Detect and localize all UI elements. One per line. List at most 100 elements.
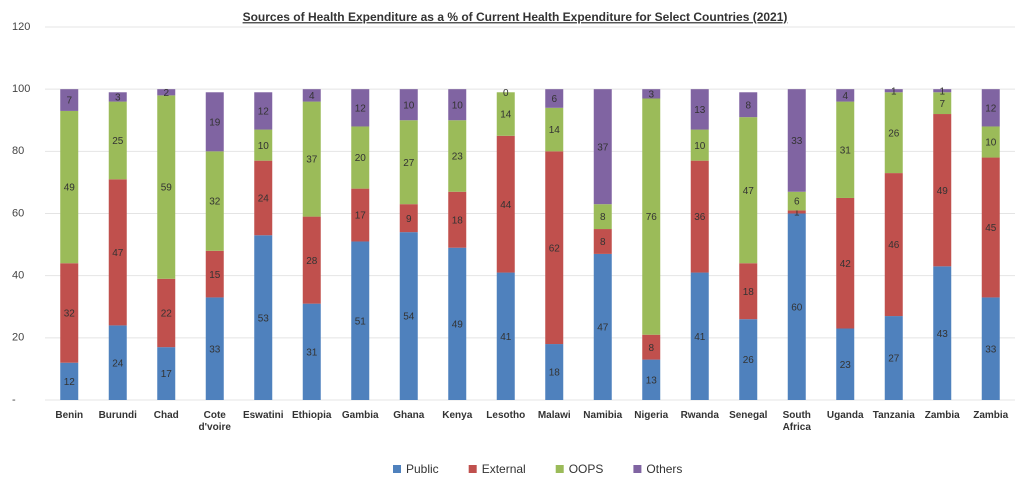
data-label: 76: [646, 212, 658, 223]
data-label: 26: [743, 355, 755, 366]
bar-segment: [496, 92, 515, 136]
bar-segment: [593, 253, 612, 400]
legend-label: Public: [406, 462, 439, 476]
data-label: 7: [66, 96, 72, 107]
bar-segment: [739, 92, 758, 118]
bar-segment: [157, 95, 176, 279]
bar-segment: [351, 241, 370, 400]
x-tick-label: Chad: [153, 410, 179, 421]
bar-segment: [981, 89, 1000, 127]
data-label: 28: [306, 256, 318, 267]
data-label: 6: [794, 197, 800, 208]
bar-segment: [448, 247, 467, 400]
data-label: 37: [306, 155, 318, 166]
data-label: 13: [646, 375, 658, 386]
bar-segment: [545, 344, 564, 400]
bar-segment: [690, 129, 709, 161]
data-label: 27: [403, 158, 415, 169]
bar-segment: [642, 334, 661, 360]
bar-segment: [545, 151, 564, 345]
data-label: 44: [500, 200, 512, 211]
x-tick-label: Nigeria: [634, 410, 669, 421]
data-label: 2: [163, 88, 169, 99]
bar-segment: [448, 191, 467, 248]
x-tick-label: Malawi: [537, 410, 571, 421]
x-tick-label: Burundi: [98, 410, 137, 421]
x-tick-label: Zambia: [924, 410, 960, 421]
bar-segment: [933, 92, 952, 115]
data-label: 23: [840, 360, 852, 371]
data-label: 6: [551, 94, 557, 105]
data-label: 13: [694, 105, 706, 116]
bar-segment: [60, 110, 79, 264]
data-label: 3: [648, 89, 654, 100]
bar-segment: [254, 92, 273, 130]
x-tick-label: Namibia: [583, 410, 623, 421]
bar-segment: [836, 89, 855, 102]
data-label: 1: [794, 208, 800, 219]
data-label: 12: [258, 107, 270, 118]
bar-segment: [351, 89, 370, 127]
bar-segment: [690, 89, 709, 130]
y-tick-label: -: [12, 394, 16, 406]
bar-segment: [302, 89, 321, 102]
bar-segment: [981, 126, 1000, 158]
data-label: 15: [209, 270, 221, 281]
x-tick-label: Kenya: [442, 410, 473, 421]
legend-swatch: [393, 465, 401, 473]
legend-label: Others: [646, 462, 682, 476]
data-label: 54: [403, 312, 415, 323]
data-label: 31: [840, 145, 852, 156]
bar-segment: [448, 89, 467, 121]
bar-segment: [593, 229, 612, 254]
x-tick-label: Senegal: [729, 410, 768, 421]
x-tick-label: Benin: [55, 410, 84, 421]
bar-segment: [399, 89, 418, 121]
data-label: 59: [161, 183, 173, 194]
data-label: 43: [937, 329, 949, 340]
bar-segment: [787, 210, 806, 214]
bar-segment: [933, 266, 952, 400]
bar-segment: [205, 297, 224, 400]
data-label: 49: [64, 183, 76, 194]
data-label: 1: [891, 86, 897, 97]
bar-segment: [836, 197, 855, 329]
y-tick-label: 100: [12, 83, 30, 95]
bar-segment: [254, 235, 273, 400]
data-label: 23: [452, 152, 464, 163]
data-label: 51: [355, 316, 367, 327]
data-label: 8: [600, 212, 606, 223]
data-label: 8: [600, 237, 606, 248]
legend-label: OOPS: [569, 462, 604, 476]
bar-segment: [981, 297, 1000, 400]
bar-segment: [836, 328, 855, 400]
data-label: 37: [597, 142, 609, 153]
data-label: 49: [452, 319, 464, 330]
data-label: 24: [112, 358, 124, 369]
data-label: 60: [791, 302, 803, 313]
data-label: 62: [549, 243, 561, 254]
data-label: 47: [597, 323, 609, 334]
bar-segment: [302, 216, 321, 304]
x-tick-label: Gambia: [341, 410, 379, 421]
x-tick-label: Ghana: [393, 410, 425, 421]
bar-segment: [254, 160, 273, 236]
data-label: 8: [648, 343, 654, 354]
bar-segment: [108, 92, 127, 102]
bar-segment: [157, 278, 176, 348]
bar-segment: [642, 89, 661, 99]
bar-segment: [60, 263, 79, 363]
legend-swatch: [468, 465, 477, 473]
x-tick-label: Zambia: [973, 410, 1009, 421]
data-label: 12: [355, 103, 367, 114]
data-label: 7: [939, 99, 945, 110]
legend-label: External: [482, 462, 526, 476]
bar-segment: [739, 263, 758, 320]
bar-segment: [690, 160, 709, 273]
bar-segment: [884, 89, 903, 93]
data-label: 18: [452, 215, 464, 226]
data-label: 33: [791, 136, 803, 147]
data-label: 10: [694, 141, 706, 152]
bar-segment: [981, 157, 1000, 298]
